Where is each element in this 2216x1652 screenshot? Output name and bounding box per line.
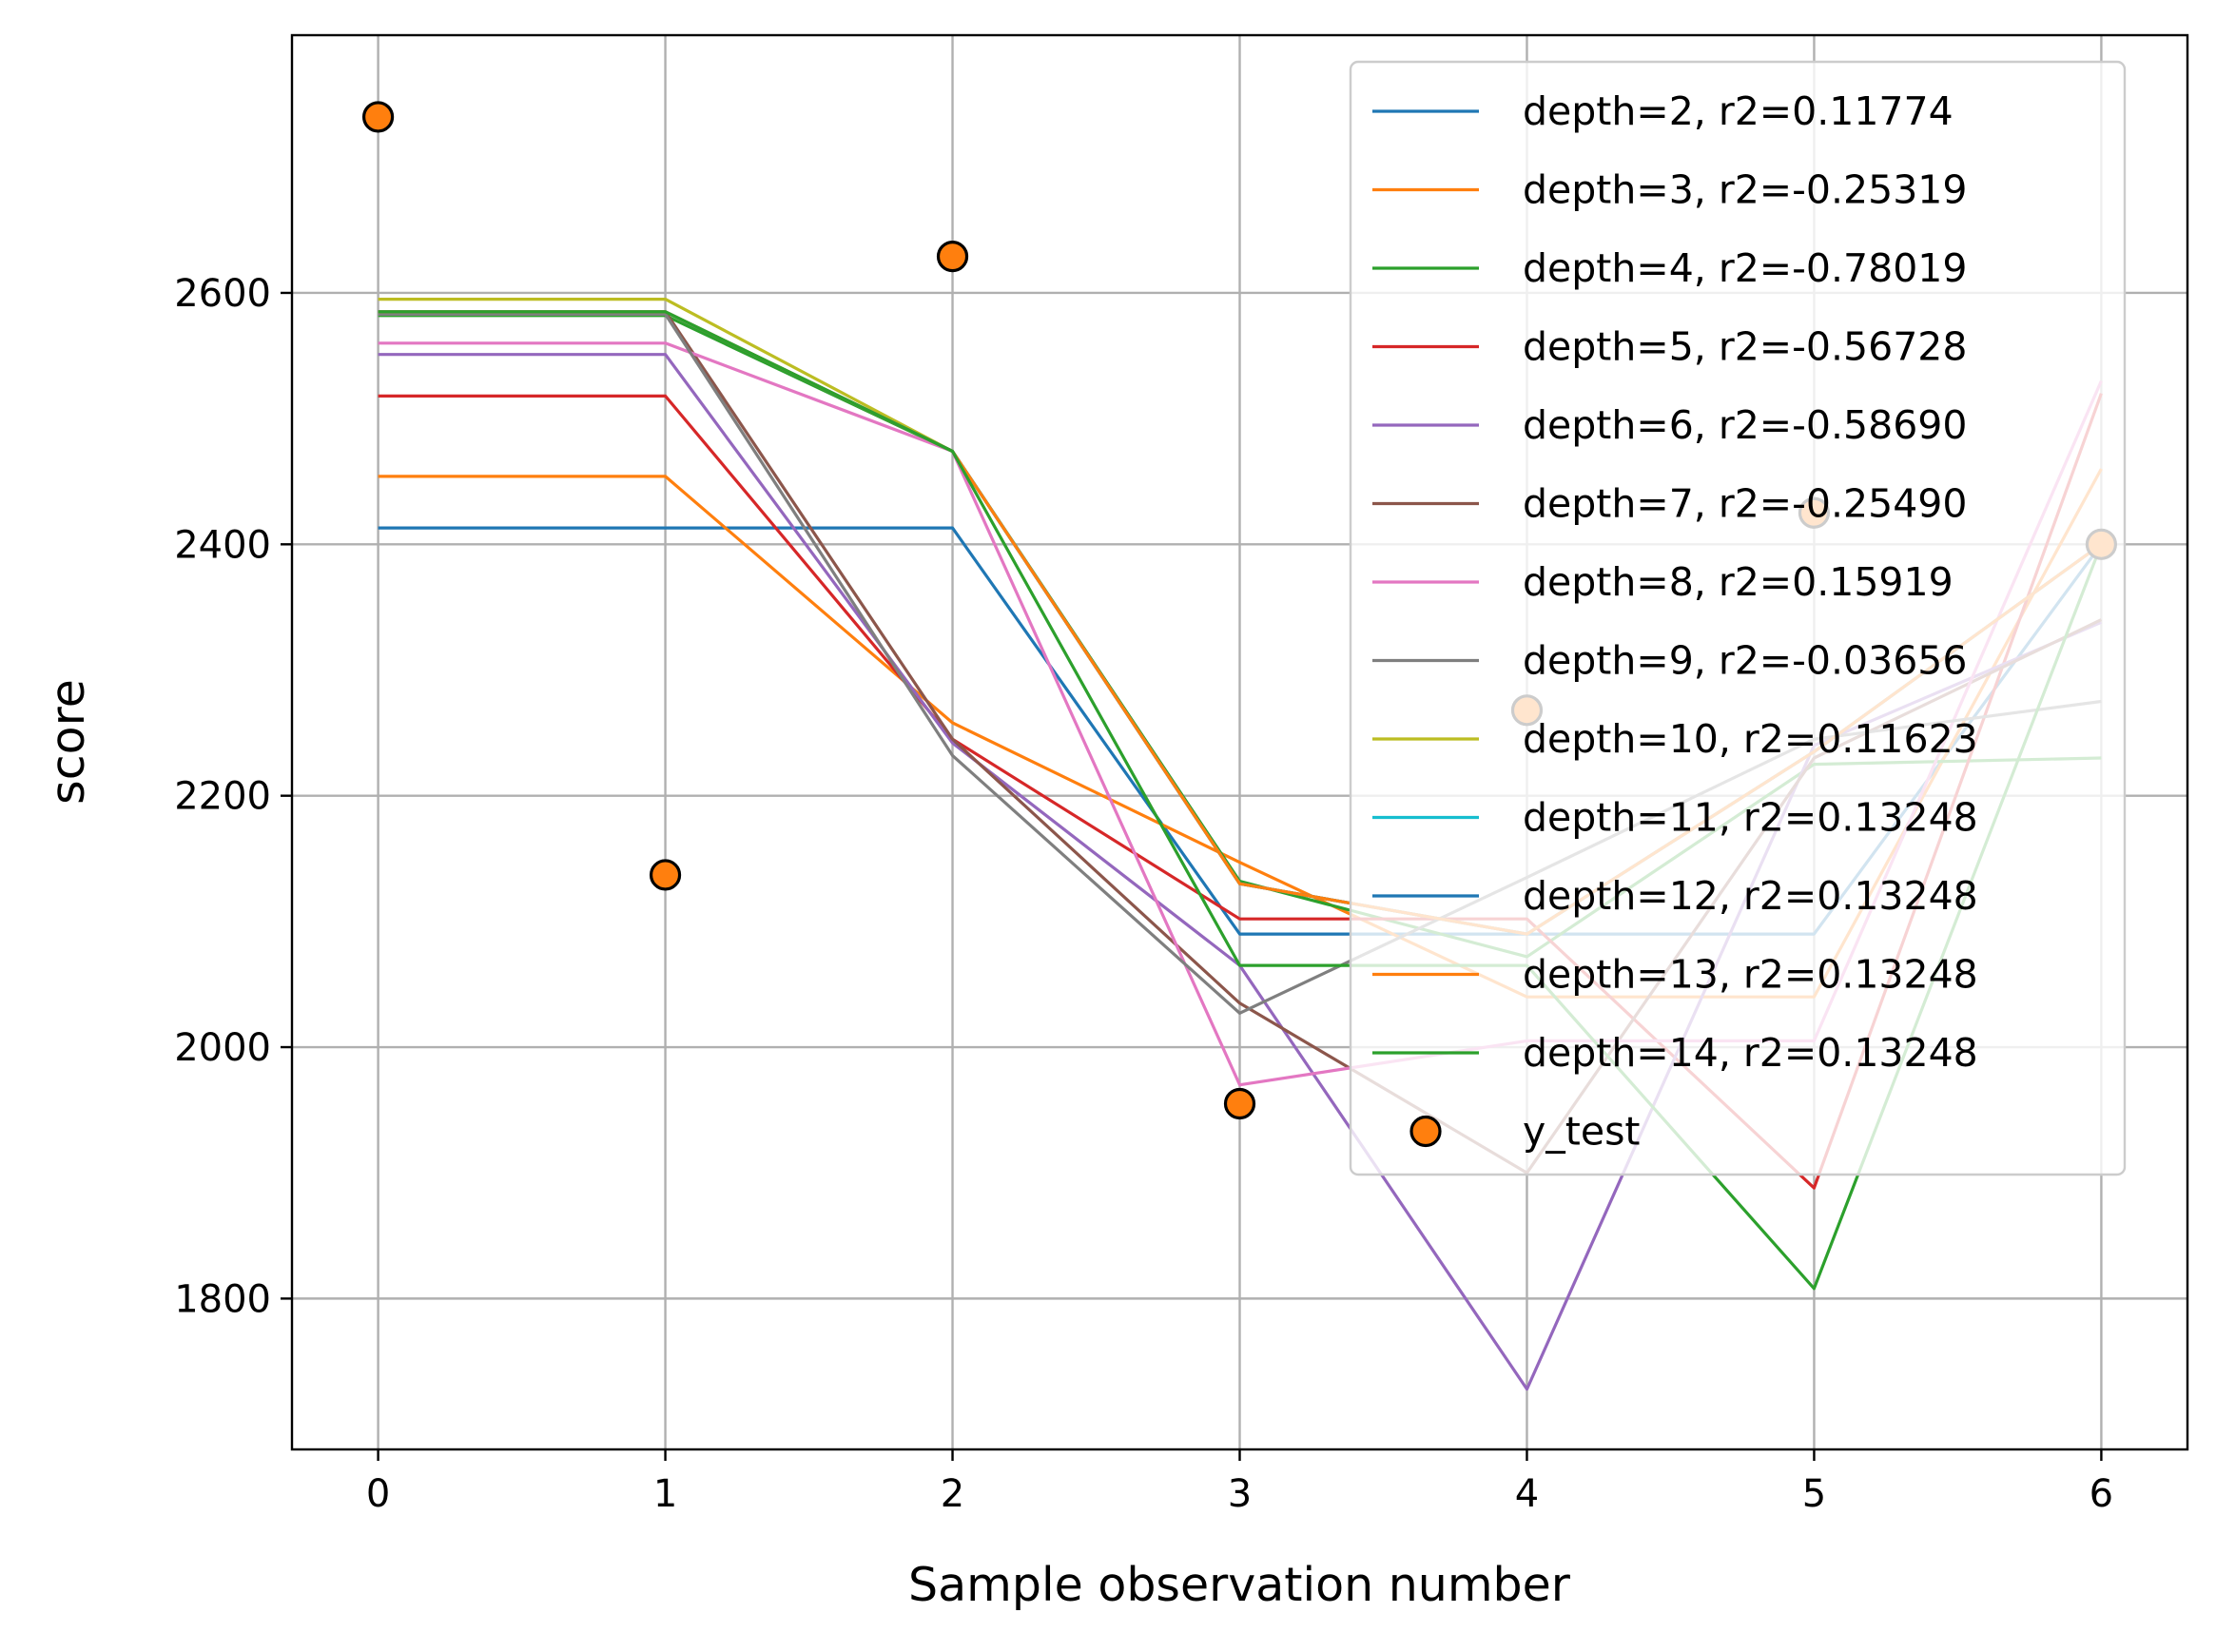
legend: depth=2, r2=0.11774 depth=3, r2=-0.25319 d… [1349,60,2127,1176]
legend-label: y_test [1523,1109,1641,1155]
y-tick-label: 2600 [174,272,271,316]
legend-label: depth=3, r2=-0.25319 [1523,167,1967,213]
x-tick-label: 1 [653,1472,677,1516]
y-test-point [1223,1087,1256,1120]
legend-label: depth=13, r2=0.13248 [1523,952,1978,998]
series-line-4 [378,393,2103,1190]
y-tick-label: 1800 [174,1277,271,1321]
legend-label: depth=8, r2=0.15919 [1523,559,1954,605]
series-line-13 [378,310,2103,1291]
y-test-point [361,101,395,133]
y-test-point [649,859,682,891]
legend-swatch-scatter [1409,1115,1442,1148]
legend-label: depth=9, r2=-0.03656 [1523,638,1967,684]
legend-label: depth=14, r2=0.13248 [1523,1030,1978,1076]
x-tick-label: 0 [366,1472,390,1516]
x-tick-label: 3 [1228,1472,1252,1516]
x-axis-label: Sample observation number [908,1558,1571,1612]
legend-label: depth=12, r2=0.13248 [1523,873,1978,919]
legend-label: depth=5, r2=-0.56728 [1523,324,1967,370]
x-tick-label: 5 [1802,1472,1826,1516]
legend-label: depth=2, r2=0.11774 [1523,88,1954,134]
y-tick-label: 2200 [174,775,271,819]
x-tick-label: 6 [2090,1472,2113,1516]
legend-box [1349,60,2127,1176]
y-test-point [936,241,969,273]
legend-label: depth=4, r2=-0.78019 [1523,245,1967,291]
y-tick-label: 2400 [174,523,271,567]
x-tick-label: 2 [941,1472,964,1516]
legend-label: depth=6, r2=-0.58690 [1523,402,1967,448]
y-axis-label: score [41,679,95,805]
x-tick-label: 4 [1515,1472,1539,1516]
y-tick-label: 2000 [174,1026,271,1070]
legend-label: depth=10, r2=0.11623 [1523,716,1978,762]
legend-label: depth=7, r2=-0.25490 [1523,481,1967,527]
axis-ticks: 0 1 2 3 4 5 6 1800 2000 2200 2400 2600 [174,272,2113,1516]
legend-label: depth=11, r2=0.13248 [1523,795,1978,841]
